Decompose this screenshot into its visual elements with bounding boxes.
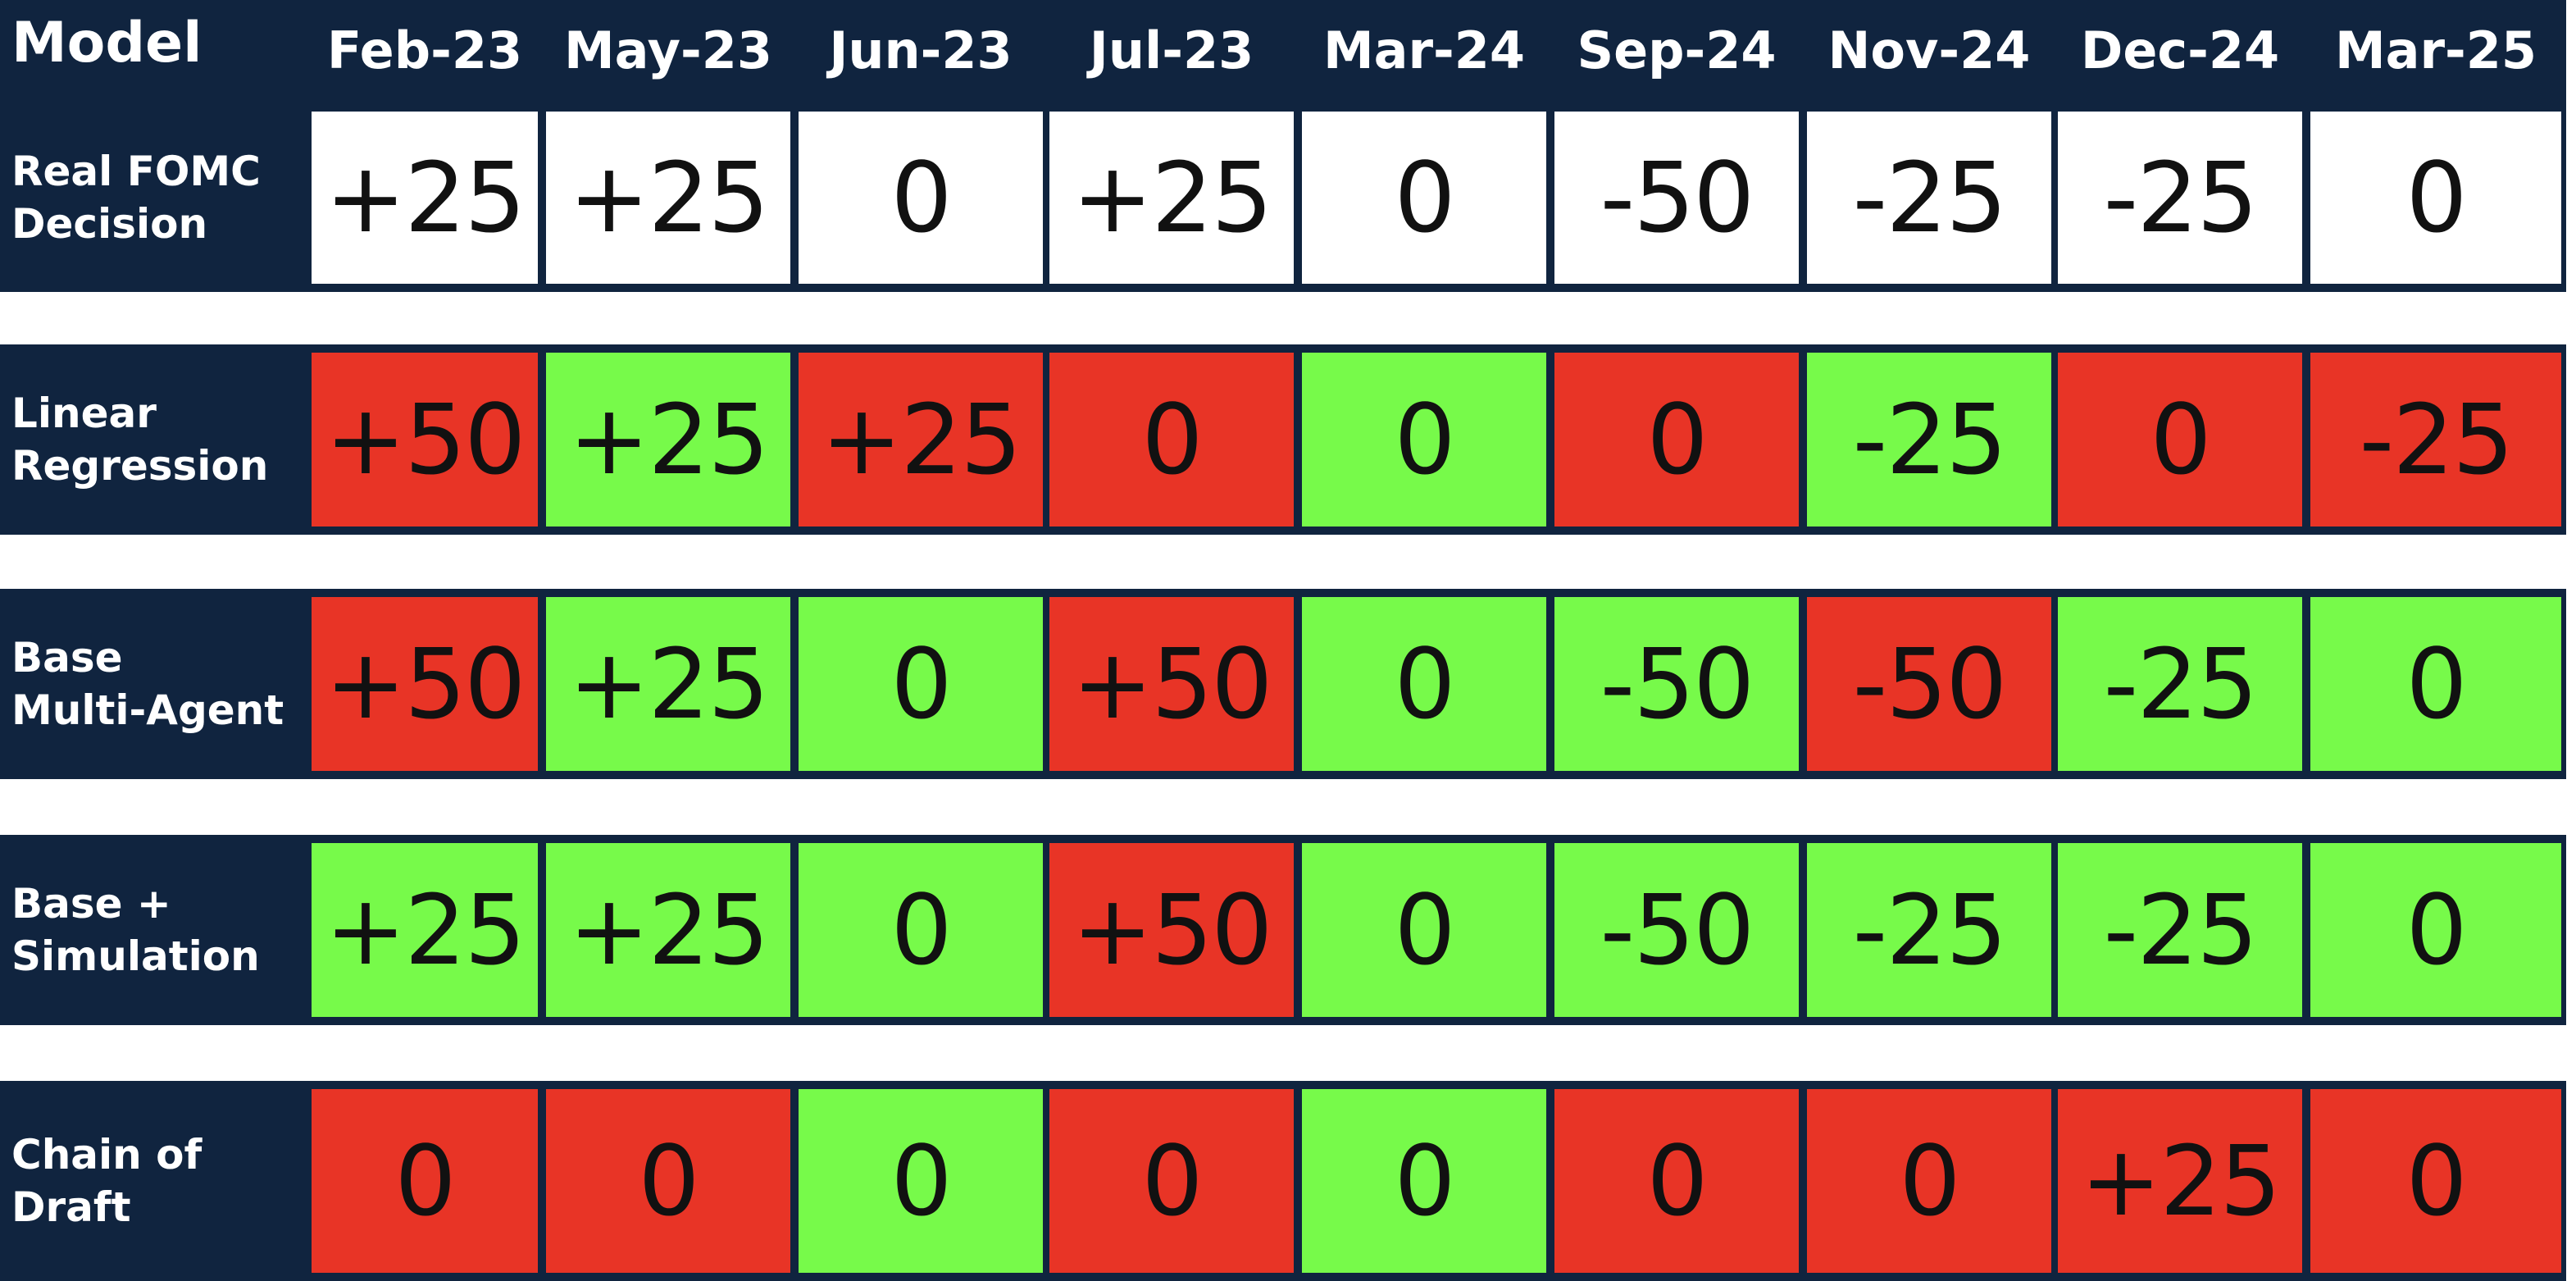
cell-actual: -50 [1554, 112, 1799, 284]
model-label: Linear Regression [11, 390, 269, 490]
cell-actual: 0 [799, 112, 1043, 284]
cell-correct: -25 [2058, 843, 2302, 1017]
column-header-may-23: May-23 [563, 21, 773, 80]
cell-actual: +25 [312, 112, 538, 284]
cell-correct: +25 [312, 843, 538, 1017]
cell-correct: 0 [799, 1089, 1043, 1273]
model-label: Chain of Draft [11, 1131, 203, 1231]
cell-incorrect: 0 [2310, 1089, 2561, 1273]
cell-incorrect: +50 [1049, 843, 1294, 1017]
cell-correct: -50 [1554, 843, 1799, 1017]
cell-actual: +25 [546, 112, 790, 284]
cell-correct: -25 [1807, 843, 2051, 1017]
cell-correct: -25 [2058, 597, 2302, 771]
cell-incorrect: 0 [1049, 353, 1294, 527]
cell-actual: 0 [2310, 112, 2561, 284]
column-header-jun-23: Jun-23 [829, 21, 1013, 80]
cell-incorrect: 0 [1554, 1089, 1799, 1273]
cell-incorrect: +50 [312, 353, 538, 527]
cell-incorrect: -25 [2310, 353, 2561, 527]
model-label: Real FOMC Decision [11, 148, 261, 248]
cell-incorrect: 0 [312, 1089, 538, 1273]
column-header-feb-23: Feb-23 [326, 21, 523, 80]
column-header-nov-24: Nov-24 [1827, 21, 2031, 80]
cell-incorrect: +50 [312, 597, 538, 771]
column-header-dec-24: Dec-24 [2080, 21, 2280, 80]
model-column-header: Model [11, 11, 203, 75]
cell-correct: 0 [1302, 843, 1546, 1017]
cell-correct: 0 [2310, 843, 2561, 1017]
cell-incorrect: +25 [799, 353, 1043, 527]
cell-actual: -25 [2058, 112, 2302, 284]
cell-correct: 0 [2310, 597, 2561, 771]
column-header-mar-24: Mar-24 [1322, 21, 1526, 80]
cell-incorrect: 0 [2058, 353, 2302, 527]
cell-correct: +25 [546, 353, 790, 527]
cell-incorrect: +25 [2058, 1089, 2302, 1273]
cell-correct: 0 [799, 843, 1043, 1017]
cell-correct: 0 [1302, 597, 1546, 771]
column-header-jul-23: Jul-23 [1089, 21, 1254, 80]
cell-correct: 0 [1302, 1089, 1546, 1273]
cell-correct: -25 [1807, 353, 2051, 527]
cell-incorrect: -50 [1807, 597, 2051, 771]
column-header-sep-24: Sep-24 [1577, 21, 1777, 80]
cell-actual: 0 [1302, 112, 1546, 284]
model-label: Base + Simulation [11, 880, 260, 980]
cell-incorrect: 0 [1049, 1089, 1294, 1273]
cell-incorrect: 0 [1807, 1089, 2051, 1273]
cell-correct: 0 [1302, 353, 1546, 527]
cell-correct: 0 [799, 597, 1043, 771]
cell-correct: -50 [1554, 597, 1799, 771]
cell-incorrect: 0 [1554, 353, 1799, 527]
cell-correct: +25 [546, 597, 790, 771]
cell-actual: +25 [1049, 112, 1294, 284]
model-label: Base Multi-Agent [11, 634, 284, 734]
cell-incorrect: 0 [546, 1089, 790, 1273]
cell-actual: -25 [1807, 112, 2051, 284]
cell-correct: +25 [546, 843, 790, 1017]
cell-incorrect: +50 [1049, 597, 1294, 771]
header-band [0, 0, 2566, 103]
column-header-mar-25: Mar-25 [2334, 21, 2537, 80]
